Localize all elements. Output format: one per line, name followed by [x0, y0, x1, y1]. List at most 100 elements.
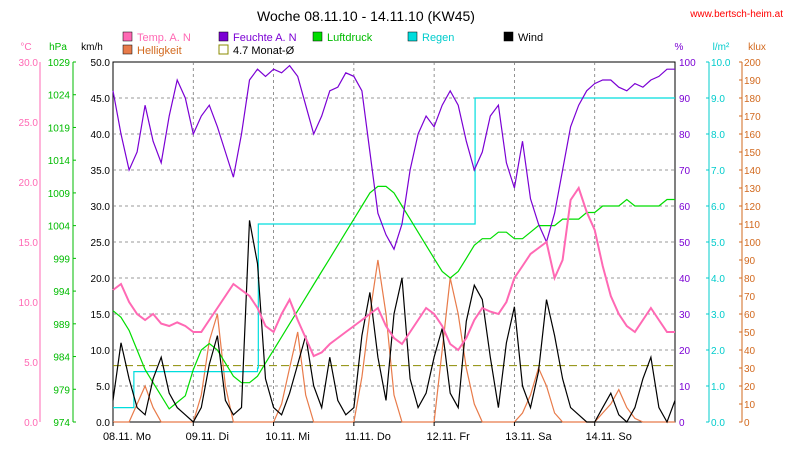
x-tick-label: 10.11. Mi [265, 431, 309, 443]
legend-swatch-temp [122, 31, 133, 42]
legend-swatch-hum [218, 31, 229, 42]
tick-label-lux: 70 [744, 292, 756, 303]
legend-swatch-avg [218, 44, 229, 55]
tick-label-lux: 30 [744, 364, 756, 375]
tick-label-press: 1019 [48, 123, 71, 134]
tick-label-wind: 15.0 [91, 310, 111, 321]
tick-label-wind: 45.0 [91, 94, 111, 105]
x-tick-label: 11.11. Do [345, 431, 391, 443]
axes: 0.0 5.0 10.0 15.0 20.0 25.0 30.0 974 979 984 989 99… [19, 58, 762, 429]
tick-label-rain: 6.0 [711, 202, 725, 213]
tick-label-lux: 100 [744, 238, 761, 249]
legend-label-wind: Wind [518, 32, 543, 44]
tick-label-wind: 25.0 [91, 238, 111, 249]
legend: Temp. A. N Helligkeit Feuchte A. N 4.7 M… [122, 31, 543, 57]
x-tick-label: 12.11. Fr [427, 431, 471, 443]
legend-swatch-lux [122, 44, 133, 55]
tick-label-wind: 35.0 [91, 166, 111, 177]
unit-label-temp: °C [20, 42, 31, 53]
tick-label-lux: 170 [744, 112, 761, 123]
x-tick-label: 13.11. Sa [505, 431, 552, 443]
tick-label-temp: 5.0 [24, 358, 38, 369]
legend-label-press: Luftdruck [327, 32, 373, 44]
tick-label-temp: 10.0 [19, 298, 39, 309]
series-line-hum [112, 64, 675, 251]
tick-label-rain: 3.0 [711, 310, 725, 321]
tick-label-hum: 90 [679, 94, 691, 105]
tick-label-lux: 0 [744, 418, 750, 429]
tick-label-wind: 10.0 [91, 346, 111, 357]
tick-label-wind: 50.0 [91, 58, 111, 69]
tick-label-temp: 0.0 [24, 418, 38, 429]
tick-label-hum: 40 [679, 274, 691, 285]
tick-label-temp: 25.0 [19, 118, 39, 129]
tick-label-rain: 7.0 [711, 166, 725, 177]
tick-label-lux: 10 [744, 400, 756, 411]
series-line-wind [112, 220, 676, 424]
legend-label-avg: 4.7 Monat-Ø [233, 45, 295, 57]
unit-label-lux: klux [748, 42, 766, 53]
tick-label-lux: 150 [744, 148, 761, 159]
tick-label-lux: 120 [744, 202, 761, 213]
tick-label-press: 999 [53, 254, 70, 265]
tick-label-rain: 5.0 [711, 238, 725, 249]
tick-label-wind: 40.0 [91, 130, 111, 141]
tick-label-press: 1014 [48, 156, 71, 167]
tick-label-hum: 70 [679, 166, 691, 177]
tick-label-rain: 9.0 [711, 94, 725, 105]
tick-label-hum: 80 [679, 130, 691, 141]
legend-label-hum: Feuchte A. N [233, 32, 297, 44]
tick-label-press: 1009 [48, 189, 71, 200]
x-tick-label: 08.11. Mo [103, 431, 151, 443]
tick-label-rain: 1.0 [711, 382, 725, 393]
tick-label-lux: 110 [744, 220, 760, 231]
tick-label-temp: 20.0 [19, 178, 39, 189]
tick-label-lux: 40 [744, 346, 756, 357]
tick-label-hum: 100 [679, 58, 696, 69]
legend-label-lux: Helligkeit [137, 45, 182, 57]
legend-swatch-rain [407, 31, 418, 42]
series-line-lux [113, 259, 675, 423]
tick-label-hum: 10 [679, 382, 691, 393]
legend-label-temp: Temp. A. N [137, 32, 191, 44]
tick-label-press: 989 [53, 320, 70, 331]
tick-label-lux: 130 [744, 184, 761, 195]
series-line-press [112, 185, 675, 410]
series-layer [112, 64, 676, 424]
tick-label-hum: 50 [679, 238, 691, 249]
tick-label-press: 979 [53, 385, 70, 396]
tick-label-press: 984 [53, 353, 70, 364]
tick-label-lux: 60 [744, 310, 756, 321]
tick-label-hum: 30 [679, 310, 691, 321]
unit-label-rain: l/m² [713, 42, 730, 53]
tick-label-lux: 190 [744, 76, 761, 87]
site-watermark: www.bertsch-heim.at [689, 9, 783, 20]
tick-label-rain: 10.0 [711, 58, 731, 69]
tick-label-press: 994 [53, 287, 70, 298]
legend-label-rain: Regen [422, 32, 454, 44]
x-axis-labels: 08.11. Mo 09.11. Di 10.11. Mi 11.11. Do 12.1… [103, 422, 632, 443]
x-tick-label: 09.11. Di [186, 431, 229, 443]
legend-swatch-wind [503, 31, 514, 42]
tick-label-rain: 2.0 [711, 346, 725, 357]
tick-label-rain: 8.0 [711, 130, 725, 141]
tick-label-wind: 30.0 [91, 202, 111, 213]
tick-label-lux: 20 [744, 382, 756, 393]
tick-label-wind: 20.0 [91, 274, 111, 285]
tick-label-press: 1004 [48, 222, 71, 233]
legend-swatch-press [312, 31, 323, 42]
tick-label-press: 974 [53, 418, 70, 429]
tick-label-press: 1024 [48, 91, 71, 102]
tick-label-lux: 140 [744, 166, 761, 177]
chart-title: Woche 08.11.10 - 14.11.10 (KW45) [257, 8, 475, 24]
unit-label-press: hPa [49, 42, 67, 53]
tick-label-hum: 60 [679, 202, 691, 213]
tick-label-lux: 180 [744, 94, 761, 105]
tick-label-lux: 160 [744, 130, 761, 141]
tick-label-hum: 0 [679, 418, 685, 429]
series-line-temp [112, 185, 675, 358]
tick-label-press: 1029 [48, 58, 71, 69]
tick-label-rain: 0.0 [711, 418, 725, 429]
tick-label-lux: 80 [744, 274, 756, 285]
tick-label-rain: 4.0 [711, 274, 725, 285]
